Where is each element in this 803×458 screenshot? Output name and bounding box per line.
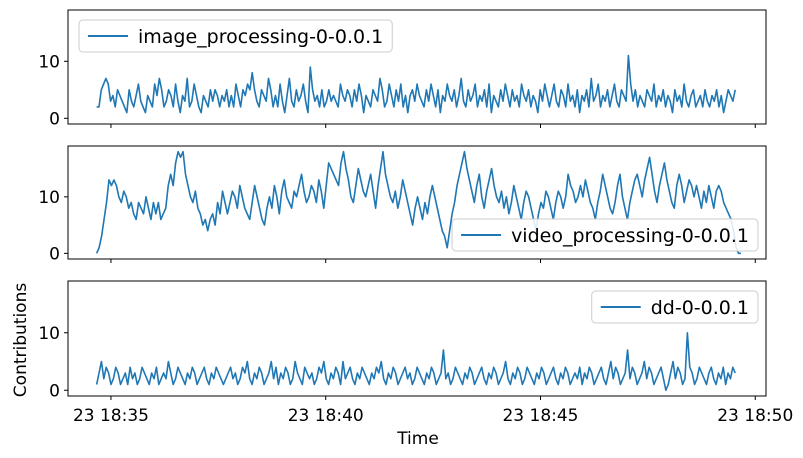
y-tick-label: 0 [49, 381, 60, 401]
x-tick-label: 23 18:40 [288, 406, 364, 426]
series-line-video_processing-0-0.0.1 [95, 150, 741, 255]
chart-panels: 0 10 image_processing-0-0.0.1 0 10 video_proc… [38, 9, 793, 426]
y-tick-label: 0 [49, 109, 60, 129]
x-axis-label: Time [396, 429, 439, 449]
legend-box [451, 218, 759, 252]
x-tick-label: 23 18:50 [717, 406, 793, 426]
x-tick-label: 23 18:45 [502, 406, 578, 426]
legend-label: dd-0-0.0.1 [651, 297, 749, 319]
legend-label: image_processing-0-0.0.1 [138, 26, 383, 48]
x-tick-label: 23 18:35 [73, 406, 149, 426]
legend: dd-0-0.0.1 [591, 290, 759, 324]
y-tick-label: 10 [38, 324, 60, 344]
y-axis-label: Contributions [11, 283, 31, 398]
legend: image_processing-0-0.0.1 [78, 19, 393, 53]
y-tick-label: 0 [49, 244, 60, 264]
axes-frame [67, 9, 767, 125]
legend-box [78, 19, 393, 53]
panel-2: 0 10 video_processing-0-0.0.1 [38, 145, 767, 264]
axes-frame [67, 145, 767, 260]
y-tick-label: 10 [38, 188, 60, 208]
legend-box [591, 290, 759, 324]
legend-label: video_processing-0-0.0.1 [511, 225, 749, 247]
axes-frame [67, 280, 767, 397]
panel-1: 0 10 image_processing-0-0.0.1 [38, 9, 767, 129]
series-line-image_processing-0-0.0.1 [96, 54, 737, 114]
panel-3: 0 10 23 18:35 23 18:40 23 18:45 23 18:50 dd-0-… [38, 280, 793, 426]
y-tick-label: 10 [38, 52, 60, 72]
legend: video_processing-0-0.0.1 [451, 218, 759, 252]
series-line-dd-0-0.0.1 [95, 331, 736, 392]
